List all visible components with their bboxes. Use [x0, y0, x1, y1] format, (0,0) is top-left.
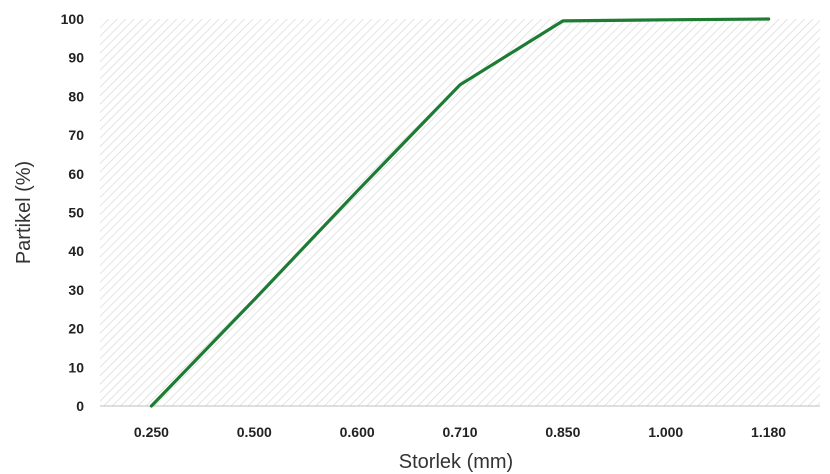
x-tick-label: 0.600 — [340, 424, 375, 440]
y-axis-title: Partikel (%) — [13, 161, 35, 264]
y-tick-label: 90 — [68, 50, 84, 66]
y-tick-label: 100 — [61, 11, 85, 27]
x-tick-labels: 0.250 0.500 0.600 0.710 0.850 1.000 1.180 — [134, 424, 786, 440]
x-tick-label: 0.250 — [134, 424, 169, 440]
y-tick-label: 60 — [68, 166, 84, 182]
y-tick-label: 50 — [68, 205, 84, 221]
x-tick-label: 0.500 — [237, 424, 272, 440]
x-tick-label: 0.850 — [545, 424, 580, 440]
y-tick-label: 10 — [68, 359, 84, 375]
x-tick-label: 1.000 — [648, 424, 683, 440]
series-layer — [149, 17, 771, 408]
y-tick-label: 20 — [68, 321, 84, 337]
y-tick-label: 30 — [68, 282, 84, 298]
y-tick-label: 80 — [68, 88, 84, 104]
x-tick-label: 1.180 — [751, 424, 786, 440]
y-tick-label: 70 — [68, 127, 84, 143]
y-tick-labels: 0 10 20 30 40 50 60 70 80 90 100 — [61, 11, 85, 414]
x-axis-title: Storlek (mm) — [399, 451, 513, 473]
y-tick-label: 0 — [76, 398, 84, 414]
y-tick-label: 40 — [68, 243, 84, 259]
x-tick-label: 0.710 — [442, 424, 477, 440]
